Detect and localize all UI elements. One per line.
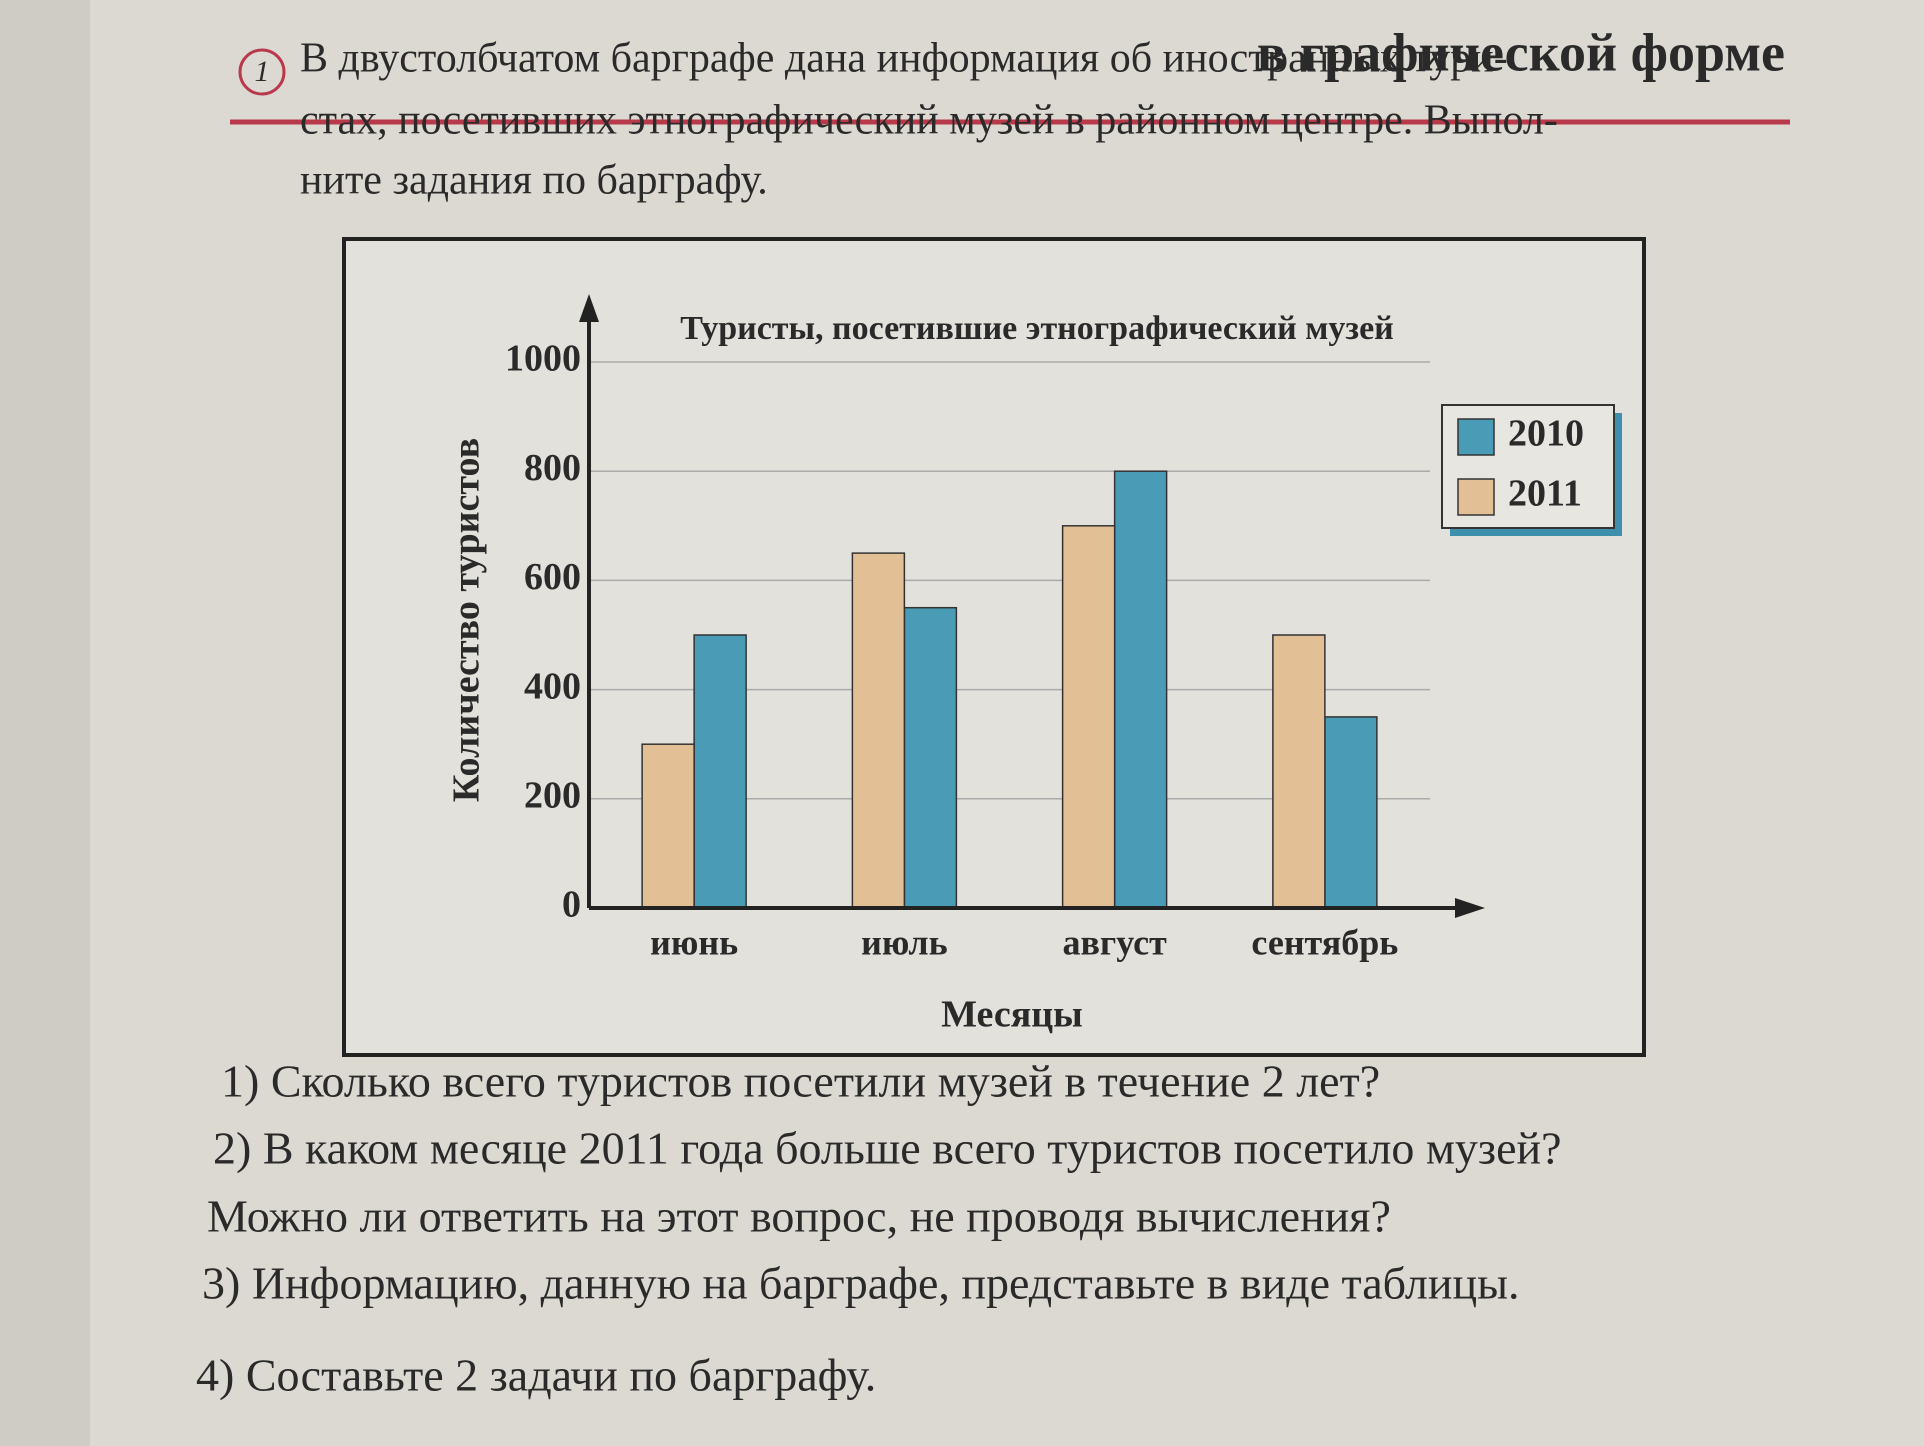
x-tick-label: сентябрь	[1251, 922, 1398, 962]
chart-title: Туристы, посетившие этнографический музе…	[680, 310, 1394, 347]
y-tick-label: 1000	[505, 338, 581, 380]
legend-label: 2010	[1508, 413, 1584, 455]
x-tick-label: август	[1062, 922, 1167, 962]
y-tick-label: 600	[524, 556, 581, 598]
task-number: 1	[255, 55, 270, 88]
x-tick-label: июнь	[650, 922, 738, 962]
question: 4) Составьте 2 задачи по барграфу.	[196, 1350, 876, 1401]
x-axis-label: Месяцы	[941, 994, 1083, 1036]
bar	[1113, 470, 1168, 909]
y-tick-label: 400	[524, 665, 581, 707]
task-line: В двустолбчатом барграфе дана информация…	[300, 36, 1508, 82]
chart: Туристы, посетившие этнографический музе…	[446, 294, 1622, 1036]
page-fold	[0, 0, 90, 1446]
bar	[693, 634, 747, 909]
bar	[1272, 634, 1326, 909]
task-line: ните задания по барграфу.	[300, 158, 768, 204]
y-axis-label: Количество туристов	[446, 438, 488, 802]
bar	[851, 552, 906, 909]
question: 3) Информацию, данную на барграфе, предс…	[202, 1258, 1519, 1309]
legend-swatch	[1457, 418, 1495, 456]
x-axis-arrow	[1455, 898, 1485, 918]
bar	[1324, 716, 1378, 909]
header-title: в графической форме	[1257, 22, 1785, 82]
legend-swatch	[1457, 478, 1495, 516]
legend-label: 2011	[1508, 473, 1582, 515]
y-tick-label: 0	[562, 884, 581, 926]
bar	[1061, 525, 1116, 909]
y-tick-label: 200	[524, 775, 581, 817]
y-axis-arrow	[579, 294, 599, 322]
question: 1) Сколько всего туристов посетили музей…	[221, 1056, 1380, 1107]
x-tick-label: июль	[861, 922, 948, 962]
bar	[641, 743, 695, 909]
bar	[903, 606, 958, 909]
chart-frame	[342, 237, 1646, 1057]
question: 2) В каком месяце 2011 года больше всего…	[213, 1123, 1562, 1174]
task-line: стах, посетивших этнографический музей в…	[300, 98, 1558, 144]
y-tick-label: 800	[524, 447, 581, 489]
task-badge	[238, 48, 286, 96]
question: Можно ли ответить на этот вопрос, не про…	[207, 1191, 1391, 1242]
